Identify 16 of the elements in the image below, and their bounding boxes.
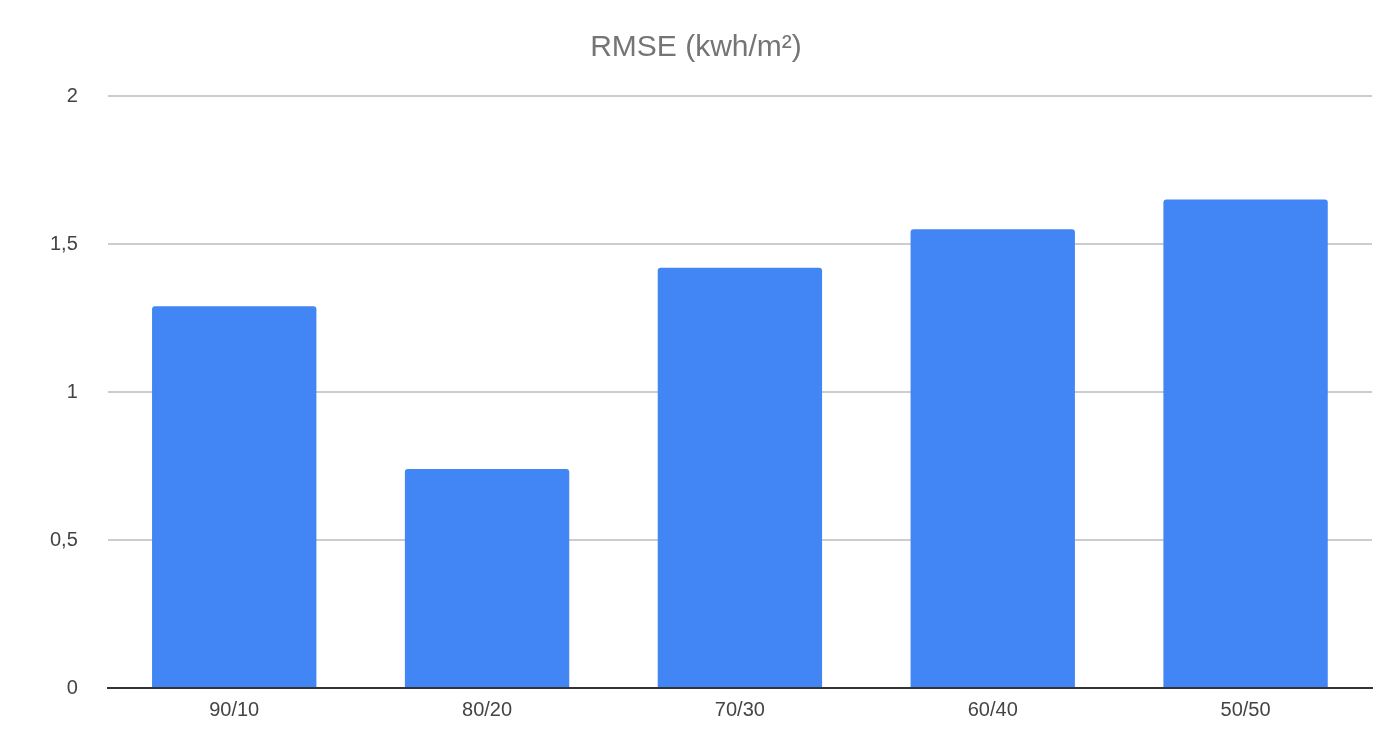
- x-tick-label: 50/50: [1220, 697, 1271, 720]
- x-tick-label: 80/20: [462, 697, 513, 720]
- y-tick-label: 2: [66, 83, 78, 106]
- x-tick-label: 60/40: [967, 697, 1018, 720]
- bar: [404, 468, 570, 687]
- bar: [152, 306, 317, 687]
- bar: [910, 229, 1075, 687]
- bar: [1163, 199, 1328, 687]
- y-tick-label: 0: [66, 675, 78, 698]
- bar: [657, 267, 823, 687]
- y-tick-label: 1,5: [49, 231, 78, 254]
- x-tick-label: 70/30: [714, 697, 765, 720]
- y-tick-label: 0,5: [49, 527, 78, 550]
- y-tick-label: 1: [66, 379, 78, 402]
- x-tick-label: 90/10: [209, 697, 260, 720]
- chart-title: RMSE (kwh/m²): [590, 29, 802, 63]
